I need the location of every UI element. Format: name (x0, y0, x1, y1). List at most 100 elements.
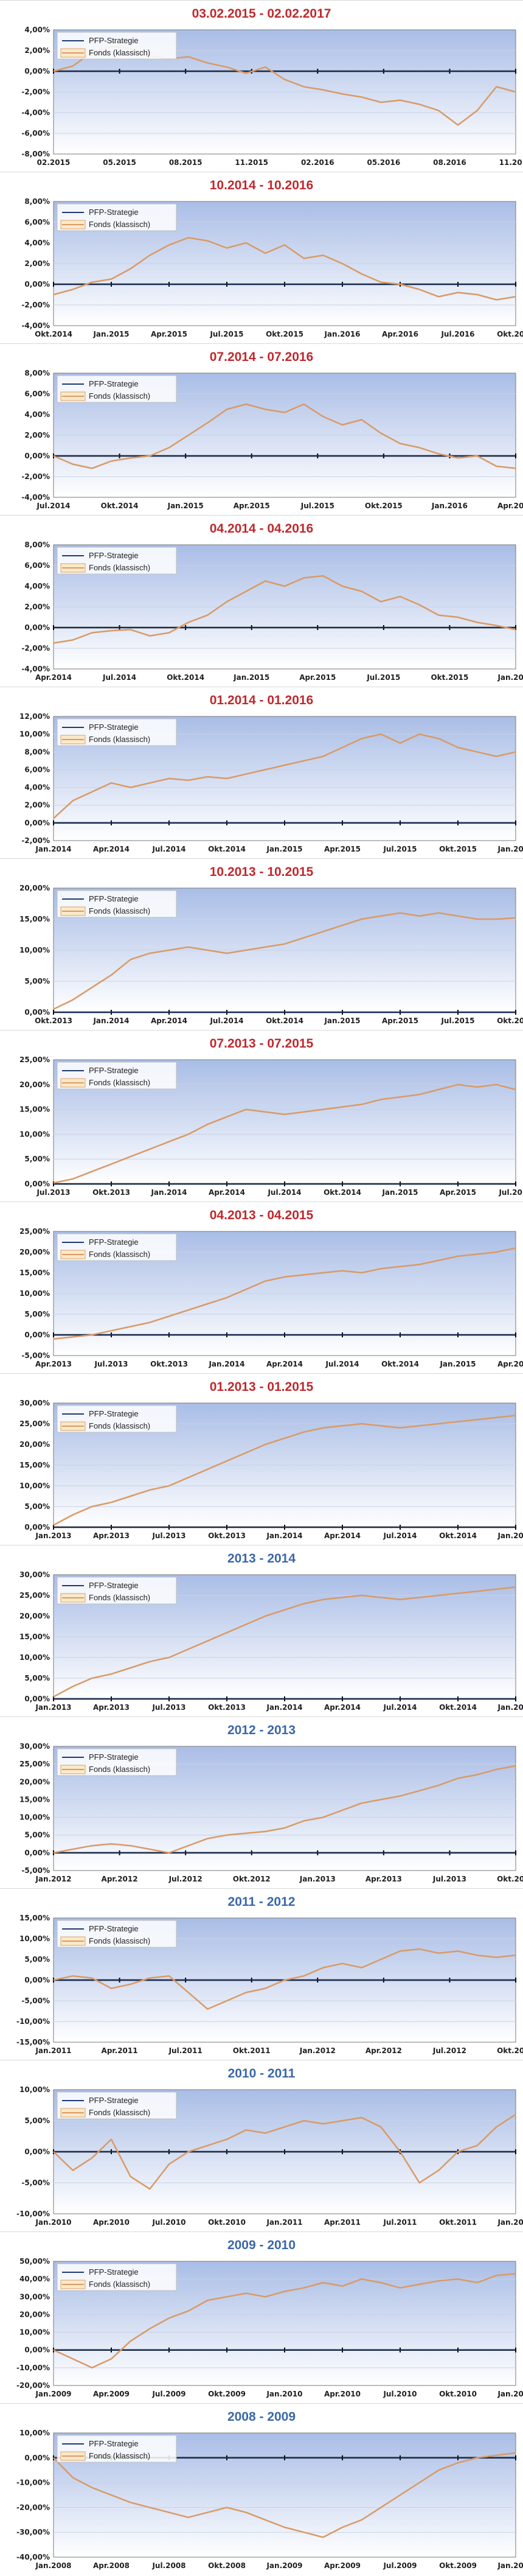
x-tick-label: 02.2016 (301, 158, 334, 167)
x-tick-label: Apr.2014 (324, 1703, 361, 1712)
y-tick-label: -6,00% (21, 129, 50, 138)
x-tick-label: Jul.2014 (209, 1017, 243, 1025)
x-tick-label: Jul.2016 (440, 330, 474, 338)
x-tick-label: Apr.2015 (324, 845, 361, 853)
x-tick-label: Jan.2012 (35, 1875, 71, 1883)
y-tick-label: -5,00% (21, 1351, 50, 1360)
y-tick-label: -10,00% (16, 2364, 50, 2372)
chart-svg: 8,00%6,00%4,00%2,00%0,00%-2,00%-4,00%Okt… (21, 197, 523, 338)
chart-svg: 20,00% 15,00% 10,00% 5,00% 0,00%Okt.2013 Jan.… (19, 884, 523, 1025)
legend-entry: Fonds (klassisch) (89, 391, 150, 401)
x-tick-label: Okt.2013 (208, 1703, 246, 1712)
chart-panel: 07.2013 - 07.2015 25,00% 20,00% 15,00% 10,00… (0, 1030, 523, 1202)
x-tick-label: Apr.2015 (234, 502, 270, 510)
chart-panel: 01.2014 - 01.2016 12,00% 10,00% 8,00% 6,00% 4… (0, 687, 523, 858)
y-tick-label: 2,00% (24, 259, 50, 268)
y-tick-label: 0,00% (24, 1976, 50, 1984)
x-tick-label: Okt.2010 (208, 2218, 246, 2227)
x-tick-label: Jul.2008 (151, 2561, 185, 2570)
y-tick-label: -4,00% (21, 493, 50, 502)
x-tick-label: Okt.2008 (208, 2561, 246, 2570)
y-tick-label: 0,00% (24, 280, 50, 289)
x-tick-label: Jan.2010 (266, 2390, 302, 2398)
chart-panel: 03.02.2015 - 02.02.2017 4,00% 2,00% 0,00% -2… (0, 0, 523, 172)
series-line-fonds-klassisch (53, 1765, 516, 1854)
y-tick-label: 5,00% (24, 1310, 50, 1318)
series-line-fonds-klassisch (53, 1247, 516, 1340)
x-tick-label: Okt.2014 (101, 502, 139, 510)
x-tick-label: Okt.2011 (233, 2046, 271, 2055)
x-tick-label: Okt.2014 (381, 1360, 419, 1368)
x-tick-label: Okt.2013 (497, 1875, 523, 1883)
x-tick-label: Jul.2013 (151, 1531, 185, 1540)
y-tick-label: -15,00% (16, 2038, 50, 2046)
x-tick-label: Jul.2015 (383, 845, 417, 853)
y-tick-label: 10,00% (19, 1289, 50, 1298)
y-tick-label: -40,00% (16, 2553, 50, 2561)
y-tick-label: 30,00% (19, 1570, 50, 1579)
legend-entry: PFP-Strategie (89, 1237, 139, 1247)
y-tick-label: 20,00% (19, 1612, 50, 1620)
chart-svg: 10,00%0,00%-10,00%-20,00%-30,00%-40,00%J… (16, 2429, 523, 2570)
y-tick-label: 10,00% (19, 1130, 50, 1138)
series-line-fonds-klassisch (53, 403, 516, 469)
x-tick-label: Jul.2014 (36, 502, 70, 510)
legend-entry: PFP-Strategie (89, 723, 139, 732)
x-tick-label: Jan.2010 (497, 2561, 523, 2570)
x-tick-label: Jan.2013 (35, 1703, 71, 1712)
y-tick-label: -20,00% (16, 2381, 50, 2390)
y-tick-label: -10,00% (16, 2017, 50, 2026)
y-tick-label: 10,00% (19, 730, 50, 738)
chart-title: 04.2013 - 04.2015 (209, 1208, 314, 1222)
x-tick-label: Jul.2013 (432, 1875, 466, 1883)
x-tick-label: Okt.2014 (266, 1017, 303, 1025)
legend-entry: Fonds (klassisch) (89, 1593, 150, 1602)
x-tick-label: Okt.2015 (439, 845, 477, 853)
y-tick-label: 4,00% (24, 26, 50, 34)
y-tick-label: 12,00% (19, 712, 50, 721)
x-tick-label: Jul.2014 (383, 1703, 417, 1712)
x-tick-label: 11.2016 (499, 158, 523, 167)
x-tick-label: Okt.2015 (497, 1017, 523, 1025)
x-tick-label: Jan.2015 (167, 502, 204, 510)
chart-title: 2013 - 2014 (227, 1552, 296, 1566)
x-tick-label: Okt.2009 (439, 2561, 477, 2570)
legend-entry: Fonds (klassisch) (89, 220, 150, 229)
y-tick-label: 20,00% (19, 1777, 50, 1786)
y-tick-label: 0,00% (24, 1331, 50, 1339)
x-tick-label: Jan.2016 (324, 330, 360, 338)
legend-entry: PFP-Strategie (89, 2267, 139, 2277)
x-tick-label: 11.2015 (235, 158, 268, 167)
y-tick-label: 10,00% (19, 2328, 50, 2337)
x-tick-label: Okt.2015 (365, 502, 403, 510)
chart-panel: 10.2013 - 10.2015 20,00% 15,00% 10,00% 5,00%… (0, 858, 523, 1030)
legend-entry: PFP-Strategie (89, 1752, 139, 1762)
y-tick-label: 0,00% (24, 1695, 50, 1703)
y-tick-label: 10,00% (19, 2085, 50, 2094)
y-tick-label: 20,00% (19, 884, 50, 892)
y-tick-label: -2,00% (21, 644, 50, 653)
y-tick-label: 4,00% (24, 783, 50, 792)
y-tick-label: 4,00% (24, 582, 50, 590)
y-tick-label: -5,00% (21, 1866, 50, 1875)
chart-title: 2010 - 2011 (227, 2067, 296, 2081)
x-tick-label: Okt.2014 (35, 330, 72, 338)
x-tick-label: Jul.2014 (325, 1360, 359, 1368)
x-tick-label: Jan.2016 (431, 502, 468, 510)
x-tick-label: Jul.2010 (151, 2218, 185, 2227)
chart-svg: 50,00% 40,00% 30,00% 20,00% 10,00% 0,00% -10,0… (16, 2257, 523, 2398)
y-tick-label: 0,00% (24, 2454, 50, 2462)
chart-title: 01.2014 - 01.2016 (209, 693, 314, 707)
x-tick-label: Apr.2012 (365, 2046, 402, 2055)
x-tick-label: Apr.2011 (102, 2046, 138, 2055)
y-tick-label: 5,00% (24, 1155, 50, 1163)
x-tick-label: Apr.2013 (365, 1875, 402, 1883)
x-tick-label: 08.2015 (169, 158, 203, 167)
series-line-fonds-klassisch (53, 2113, 516, 2190)
y-tick-label: 15,00% (19, 1633, 50, 1641)
chart-svg: 30,00% 25,00% 20,00% 15,00% 10,00% 5,00% 0,00%… (19, 1742, 523, 1883)
x-tick-label: Jan.2011 (497, 2390, 523, 2398)
y-tick-label: 0,00% (24, 1523, 50, 1531)
y-tick-label: 25,00% (19, 1419, 50, 1428)
x-tick-label: Jan.2011 (266, 2218, 302, 2227)
